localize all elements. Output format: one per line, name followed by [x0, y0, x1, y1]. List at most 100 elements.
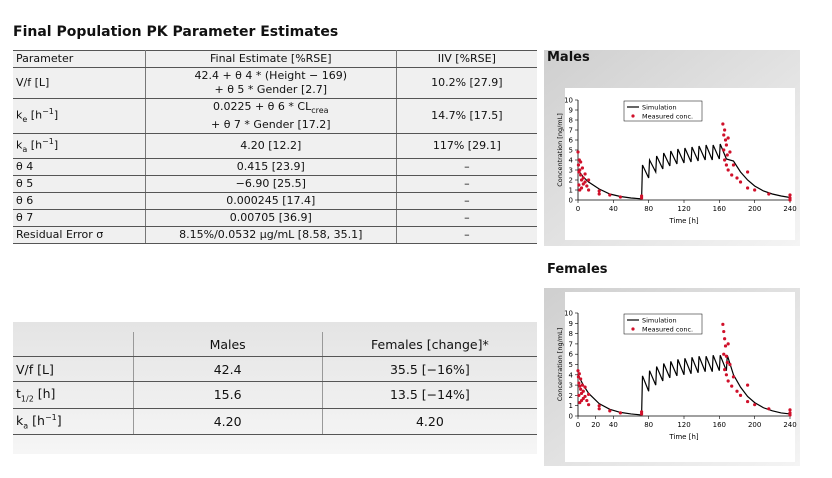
- legend-label: Simulation: [642, 103, 677, 111]
- measured-point: [579, 173, 583, 177]
- measured-point: [723, 138, 728, 142]
- cell-line: + θ 7 * Gender [17.2]: [149, 118, 393, 132]
- measured-point: [726, 342, 730, 346]
- measured-point: [723, 337, 727, 341]
- legend-box: [623, 313, 703, 335]
- measured-point: [723, 368, 727, 372]
- cell-text: 10.2% [27.9]: [431, 76, 503, 89]
- measured-point: [585, 184, 589, 188]
- cell-text: 1/2: [20, 394, 34, 404]
- measured-point: [725, 360, 729, 365]
- table-cell: V/f [L]: [13, 67, 146, 99]
- y-tick-label: 2: [569, 392, 573, 400]
- summary-table: Males Females [change]* V/f [L] 42.4 35.5 [−…: [13, 332, 537, 436]
- measured-point: [726, 136, 730, 140]
- table-row: V/f [L] 42.4 + θ 4 * (Height − 169) + θ 5 …: [13, 67, 537, 99]
- x-tick-label: 240: [783, 421, 796, 429]
- cell-text: crea: [311, 106, 329, 116]
- cell-text: −6.90 [25.5]: [235, 177, 306, 191]
- y-tick-label: 10: [564, 310, 573, 318]
- cell-text: ]: [56, 412, 62, 428]
- measured-point: [580, 166, 585, 170]
- measured-point: [722, 352, 726, 356]
- header-cell: IIV [%RSE]: [396, 50, 537, 68]
- y-tick-label: 6: [569, 137, 574, 145]
- measured-point: [724, 373, 729, 377]
- cell-text: 42.4 + θ 4 * (Height − 169): [194, 69, 348, 82]
- cell-text: 0.000245 [17.4]: [226, 194, 316, 208]
- measured-point: [581, 389, 585, 393]
- cell-text: θ 7: [16, 211, 34, 225]
- measured-point: [578, 168, 582, 172]
- cell-text: −1: [44, 412, 57, 422]
- measured-point: [746, 170, 750, 174]
- measured-point: [583, 385, 587, 389]
- y-tick-label: 5: [569, 361, 573, 369]
- measured-point: [618, 195, 623, 199]
- measured-point: [579, 160, 583, 164]
- cell-text: Males: [209, 336, 246, 352]
- simulation-line: [577, 143, 791, 200]
- y-axis-label: Concentration [ng/mL]: [556, 328, 564, 402]
- table-cell: 0.000245 [17.4]: [145, 192, 397, 211]
- measured-point: [577, 183, 581, 187]
- cell-text: ]: [53, 108, 59, 122]
- y-tick-label: 10: [564, 97, 573, 105]
- measured-point: [597, 192, 601, 196]
- measured-point: [587, 403, 591, 407]
- measured-point: [735, 389, 739, 393]
- cell-text: + θ 5 * Gender [2.7]: [214, 83, 328, 96]
- table-cell: 15.6: [133, 381, 323, 409]
- measured-point: [721, 122, 725, 126]
- header-row: Males Females [change]*: [13, 332, 537, 357]
- measured-point: [726, 168, 730, 172]
- measured-point: [576, 150, 580, 154]
- cell-text: –: [464, 228, 470, 242]
- table-cell: Residual Error σ: [13, 226, 146, 245]
- measured-point: [597, 407, 601, 411]
- table-row: θ 7 0.00705 [36.9] –: [13, 209, 537, 228]
- legend-box: [623, 100, 703, 122]
- x-tick-label: 80: [644, 421, 653, 429]
- measured-point: [585, 398, 589, 403]
- x-tick-label: 160: [713, 205, 726, 213]
- cell-text: t: [16, 386, 21, 401]
- measured-point: [730, 173, 734, 177]
- table-cell: ka [h−1]: [13, 133, 146, 160]
- table-cell: 4.20: [133, 408, 323, 436]
- cell-text: –: [464, 194, 470, 208]
- measured-point: [722, 329, 726, 334]
- measured-point: [767, 192, 771, 196]
- table-cell: 4.20 [12.2]: [145, 133, 397, 160]
- cell-text: [h: [27, 138, 43, 152]
- y-tick-label: 1: [569, 402, 573, 410]
- cell-text: V/f [L]: [16, 76, 50, 89]
- cell-text: −1: [42, 107, 54, 117]
- table-row: θ 4 0.415 [23.9] –: [13, 158, 537, 177]
- measured-point: [587, 178, 591, 182]
- y-tick-label: 4: [569, 371, 574, 379]
- table-cell: 14.7% [17.5]: [396, 98, 537, 135]
- cell-text: 4.20 [12.2]: [240, 139, 302, 153]
- measured-point: [788, 413, 792, 417]
- table-cell: 0.415 [23.9]: [145, 158, 397, 177]
- measured-point: [724, 143, 729, 147]
- cell-line: 42.4 + θ 4 * (Height − 169): [149, 69, 393, 83]
- cell-text: 4.20: [415, 413, 444, 429]
- header-cell: [13, 332, 134, 357]
- cell-text: 15.6: [213, 387, 242, 403]
- legend-label: Measured conc.: [642, 325, 693, 333]
- x-tick-label: 200: [748, 205, 761, 213]
- table-cell: θ 4: [13, 158, 146, 177]
- measured-point: [735, 176, 739, 180]
- measured-point: [746, 383, 750, 387]
- y-tick-label: 3: [569, 167, 573, 175]
- cell-text: + θ 7 * Gender [17.2]: [210, 118, 331, 132]
- table-row: t1/2 [h] 15.6 13.5 [−14%]: [13, 381, 537, 409]
- table-row: θ 5 −6.90 [25.5] –: [13, 175, 537, 194]
- table-cell: –: [396, 209, 537, 228]
- cell-text: [h: [27, 108, 43, 122]
- y-tick-label: 0: [569, 413, 573, 421]
- measured-point: [580, 383, 585, 387]
